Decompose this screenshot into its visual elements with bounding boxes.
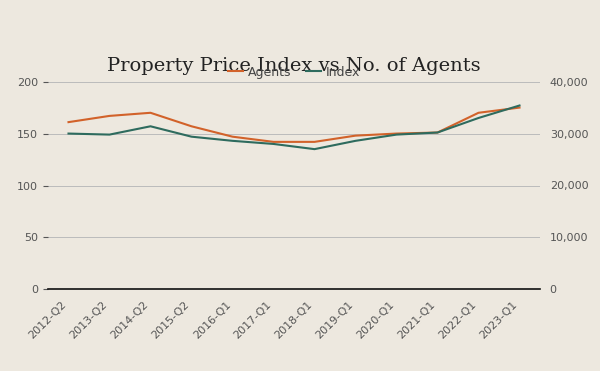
Index xyxy=(65,131,72,136)
Index xyxy=(147,124,154,128)
Agents xyxy=(106,114,113,118)
Agents xyxy=(352,134,359,138)
Agents xyxy=(188,124,195,128)
Agents xyxy=(516,105,523,110)
Agents xyxy=(65,120,72,124)
Index xyxy=(188,134,195,139)
Agents xyxy=(270,139,277,144)
Index xyxy=(106,132,113,137)
Index xyxy=(229,139,236,143)
Agents xyxy=(147,111,154,115)
Title: Property Price Index vs No. of Agents: Property Price Index vs No. of Agents xyxy=(107,56,481,75)
Index xyxy=(393,132,400,137)
Index xyxy=(311,147,318,151)
Index xyxy=(516,103,523,108)
Agents xyxy=(311,139,318,144)
Agents xyxy=(475,111,482,115)
Index xyxy=(270,142,277,146)
Line: Index: Index xyxy=(68,105,520,149)
Index xyxy=(352,139,359,143)
Legend: Agents, Index: Agents, Index xyxy=(223,61,365,84)
Line: Agents: Agents xyxy=(68,108,520,142)
Index xyxy=(434,130,441,135)
Index xyxy=(475,116,482,120)
Agents xyxy=(393,131,400,136)
Agents xyxy=(229,134,236,139)
Agents xyxy=(434,130,441,135)
